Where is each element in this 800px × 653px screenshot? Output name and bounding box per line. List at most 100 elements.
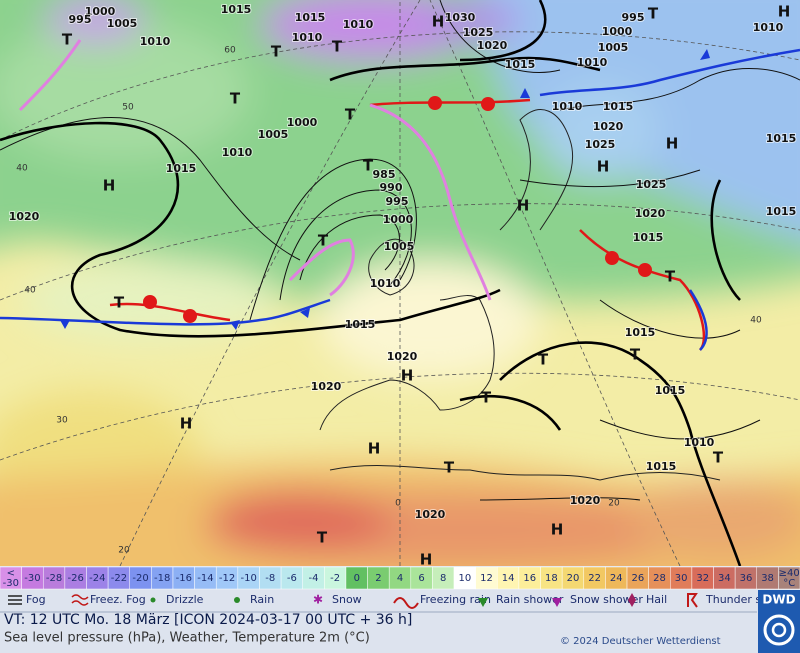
isobar-label: 1010: [577, 56, 608, 69]
isobar-label: 995: [386, 195, 409, 208]
occluded-front: [579, 229, 706, 351]
scale-label: 18: [545, 573, 558, 584]
cold-front: [0, 298, 331, 326]
scale-label: 14: [502, 573, 515, 584]
weather-legend: Fog Freez. Fog Drizzle Rain ✱ Snow Freezing ra…: [8, 593, 787, 609]
pressure-center: T: [444, 459, 455, 477]
occlusion: [18, 39, 82, 112]
isobar-label: 1015: [221, 3, 252, 16]
scale-label: 20: [567, 573, 580, 584]
cold-front: [688, 289, 708, 351]
isobar-label: 1020: [635, 207, 666, 220]
pressure-center: H: [551, 521, 564, 539]
scale-label: 16: [523, 573, 536, 584]
grid-label: 40: [16, 164, 28, 174]
pressure-center: T: [665, 268, 676, 286]
scale-label: 30: [675, 573, 688, 584]
scale-label: 28: [653, 573, 666, 584]
pressure-center: T: [332, 38, 343, 56]
warm-front: [369, 98, 531, 107]
icon-snow: ✱: [313, 593, 323, 607]
scale-label: -30: [3, 578, 19, 589]
pressure-center: T: [62, 31, 73, 49]
isobar-label: 1010: [140, 35, 171, 48]
pressure-center: T: [481, 389, 492, 407]
isobar-label: 995: [69, 13, 92, 26]
grid-label: 40: [24, 286, 36, 296]
pressure-center: H: [180, 415, 193, 433]
isobar-label: 1020: [593, 120, 624, 133]
isobar-label: 1010: [292, 31, 323, 44]
isobar-label: 1015: [655, 384, 686, 397]
scale-label: 38: [761, 573, 774, 584]
scale-label: °C: [783, 578, 795, 589]
fronts: [0, 39, 800, 351]
isobar-label: 1015: [646, 460, 677, 473]
logo: DWD: [762, 593, 795, 607]
isobar-label: 1000: [85, 5, 116, 18]
isobar-label: 985: [373, 168, 396, 181]
scale-label: 24: [610, 573, 623, 584]
legend-label: Drizzle: [166, 593, 204, 606]
description: Sea level pressure (hPa), Weather, Tempe…: [4, 631, 370, 646]
icon-freezing-fog: [71, 594, 89, 606]
scale-label: -22: [111, 573, 127, 584]
pressure-center: H: [368, 440, 381, 458]
scale-label: 32: [696, 573, 709, 584]
grid-label: 40: [750, 316, 762, 326]
isobar-label: 1005: [598, 41, 629, 54]
scale-label: <: [7, 568, 15, 579]
isobar-label: 1020: [9, 210, 40, 223]
icon-freezing-rain: [393, 597, 419, 609]
isobar-label: 1015: [625, 326, 656, 339]
pressure-center: T: [318, 232, 329, 250]
scale-label: 4: [397, 573, 403, 584]
scale-label: -20: [132, 573, 148, 584]
icon-thunderstorm: [687, 593, 698, 608]
pressure-center: T: [230, 90, 241, 108]
scale-label: 10: [458, 573, 471, 584]
icon-rain: [234, 597, 240, 603]
pressure-center: T: [630, 346, 641, 364]
isobar-label: 1000: [287, 116, 318, 129]
scale-label: 22: [588, 573, 601, 584]
grid-label: 60: [224, 46, 236, 56]
isobar-label: 1015: [633, 231, 664, 244]
isobar-label: 1005: [384, 240, 415, 253]
occlusion: [369, 103, 492, 301]
grid-label: 20: [608, 499, 620, 509]
scale-label: 36: [740, 573, 753, 584]
pressure-center: T: [114, 294, 125, 312]
pressure-center: H: [778, 3, 791, 21]
temperature-legend: <-30 -30 -28 -26 -24 -22 -20 -18 -16 -14 -12 -10 -8-…: [0, 566, 800, 590]
isobar-label: 1010: [222, 146, 253, 159]
valid-time: VT: 12 UTC Mo. 18 März [ICON 2024-03-17 …: [4, 612, 412, 628]
isobar-label: 1030: [445, 11, 476, 24]
scale-label: -28: [46, 573, 62, 584]
isobar-label: 1000: [602, 25, 633, 38]
scale-label: -26: [68, 573, 84, 584]
scale-label: -8: [265, 573, 275, 584]
map-area: [0, 0, 800, 566]
isobar-label: 1010: [552, 100, 583, 113]
isobar-label: 1015: [766, 205, 797, 218]
pressure-center: T: [363, 157, 374, 175]
scale-label: -6: [287, 573, 297, 584]
pressure-center: H: [666, 135, 679, 153]
scale-label: -14: [197, 573, 213, 584]
copyright: © 2024 Deutscher Wetterdienst: [560, 636, 721, 647]
scale-label: -10: [240, 573, 256, 584]
isobar-label: 1005: [107, 17, 138, 30]
pressure-center: H: [420, 551, 433, 569]
isobar-label: 1000: [383, 213, 414, 226]
occlusion: [288, 238, 355, 297]
legend-label: Fog: [26, 593, 46, 606]
legend-label: Freezing rain: [420, 593, 491, 606]
warm-front: [109, 302, 231, 322]
pressure-center: H: [432, 13, 445, 31]
scale-label: -24: [89, 573, 105, 584]
isobar-label: 1010: [753, 21, 784, 34]
pressure-center: H: [103, 177, 116, 195]
pressure-center: T: [345, 106, 356, 124]
